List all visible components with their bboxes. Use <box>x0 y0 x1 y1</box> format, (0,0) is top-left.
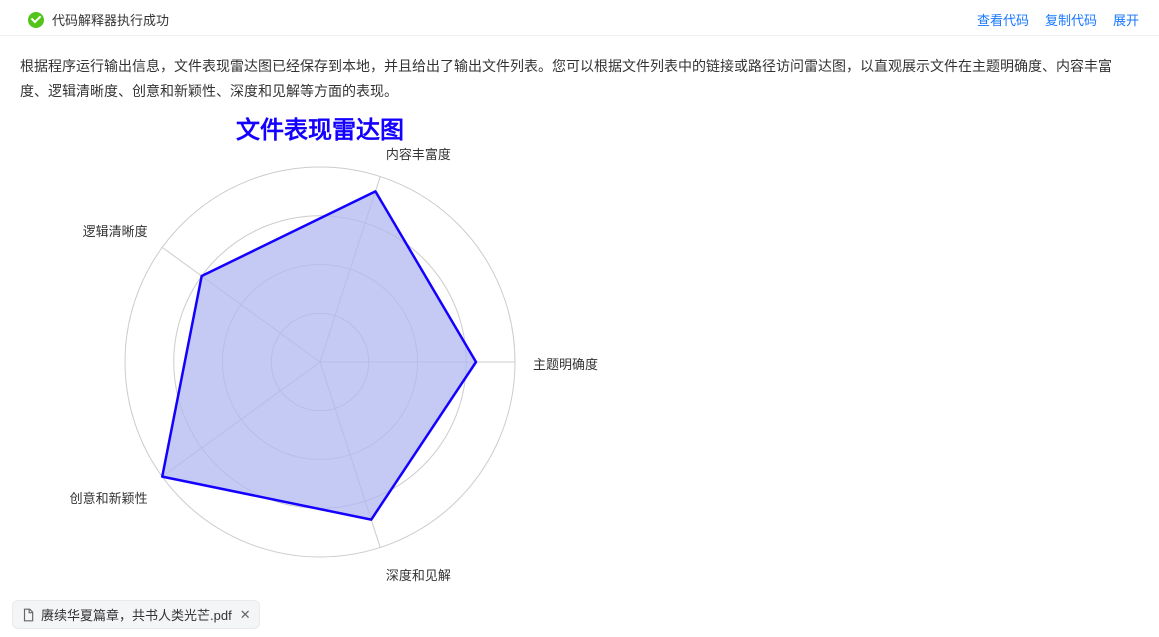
radar-chart-container: 文件表现雷达图 主题明确度 内容丰富度逻辑清晰度创意和新颖性深度和见解 <box>20 112 620 612</box>
axis-label: 内容丰富度 <box>386 144 451 163</box>
status-left: 代码解释器执行成功 <box>28 10 169 29</box>
document-icon <box>21 608 35 622</box>
status-bar: 代码解释器执行成功 查看代码 复制代码 展开 <box>0 0 1159 36</box>
axis-label: 逻辑清晰度 <box>83 221 148 240</box>
check-circle-icon <box>28 12 44 28</box>
view-code-link[interactable]: 查看代码 <box>977 10 1029 29</box>
chart-title: 文件表现雷达图 <box>20 110 620 145</box>
axis-label: 创意和新颖性 <box>70 488 148 507</box>
file-chip[interactable]: 赓续华夏篇章，共书人类光芒.pdf ✕ <box>12 600 260 629</box>
file-chip-bar: 赓续华夏篇章，共书人类光芒.pdf ✕ <box>0 592 1159 637</box>
copy-code-link[interactable]: 复制代码 <box>1045 10 1097 29</box>
axis-label: 深度和见解 <box>386 565 451 584</box>
radar-chart <box>20 112 620 612</box>
description-text: 根据程序运行输出信息，文件表现雷达图已经保存到本地，并且给出了输出文件列表。您可… <box>0 36 1159 112</box>
file-chip-name: 赓续华夏篇章，共书人类光芒.pdf <box>41 605 232 624</box>
status-actions: 查看代码 复制代码 展开 <box>977 10 1139 29</box>
expand-link[interactable]: 展开 <box>1113 10 1139 29</box>
status-text: 代码解释器执行成功 <box>52 10 169 29</box>
axis-label: 主题明确度 <box>533 354 598 373</box>
close-icon[interactable]: ✕ <box>240 607 251 623</box>
